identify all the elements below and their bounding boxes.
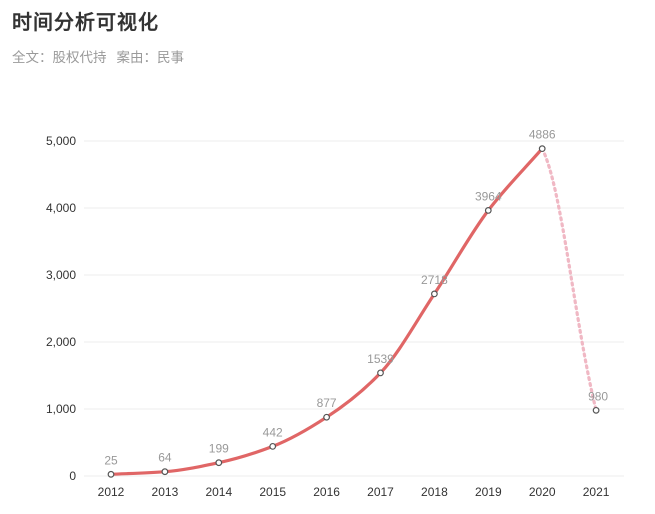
- filter-summary: 全文：股权代持 案由：民事: [12, 46, 184, 66]
- data-point: [323, 413, 331, 421]
- data-point: [484, 207, 492, 214]
- data-label: 2718: [421, 273, 448, 287]
- x-tick-label: 2014: [205, 485, 232, 499]
- data-point: [431, 290, 438, 298]
- filter-fulltext: 全文：股权代持: [12, 50, 107, 66]
- y-tick-label: 4,000: [46, 201, 76, 215]
- x-tick-label: 2016: [313, 485, 340, 499]
- series-line-projected: [540, 147, 598, 412]
- x-tick-label: 2017: [367, 485, 394, 499]
- data-label: 442: [263, 425, 283, 439]
- y-tick-label: 3,000: [46, 268, 76, 282]
- x-tick-label: 2020: [529, 485, 556, 499]
- x-tick-label: 2013: [152, 485, 179, 499]
- x-tick-label: 2018: [421, 485, 448, 499]
- x-axis: 2012 2013 2014 2015 2016 2017 2018 2019 2020 2021: [98, 485, 610, 499]
- data-label: 4886: [529, 128, 556, 142]
- data-label: 980: [588, 389, 608, 403]
- page-title: 时间分析可视化: [12, 10, 159, 34]
- y-tick-label: 5,000: [46, 134, 76, 148]
- data-point: [215, 459, 223, 467]
- data-label: 3964: [475, 189, 502, 203]
- filter-case-type: 案由：民事: [116, 50, 185, 66]
- data-label: 877: [317, 396, 337, 410]
- x-tick-label: 2015: [259, 485, 286, 499]
- y-tick-label: 2,000: [46, 335, 76, 349]
- x-tick-label: 2019: [475, 485, 502, 499]
- data-point: [161, 468, 169, 476]
- grid-lines: [84, 140, 624, 477]
- data-point: [538, 145, 546, 153]
- data-label: 199: [209, 442, 229, 456]
- y-axis: 0 1,000 2,000 3,000 4,000 5,000: [46, 134, 76, 483]
- series-line: [109, 147, 598, 476]
- data-label: 25: [104, 453, 118, 467]
- x-tick-label: 2012: [98, 485, 125, 499]
- data-point: [592, 406, 600, 414]
- data-points: [107, 145, 600, 478]
- data-label: 64: [158, 451, 172, 465]
- data-labels: 25 64 199 442 877 1539 2718 3964 4886 980: [104, 128, 608, 468]
- data-point: [107, 470, 115, 478]
- x-tick-label: 2021: [583, 485, 610, 499]
- series-line-solid: [109, 147, 544, 476]
- y-tick-label: 0: [69, 469, 76, 483]
- data-point: [377, 369, 384, 377]
- y-tick-label: 1,000: [46, 402, 76, 416]
- data-label: 1539: [367, 352, 394, 366]
- data-point: [269, 442, 277, 450]
